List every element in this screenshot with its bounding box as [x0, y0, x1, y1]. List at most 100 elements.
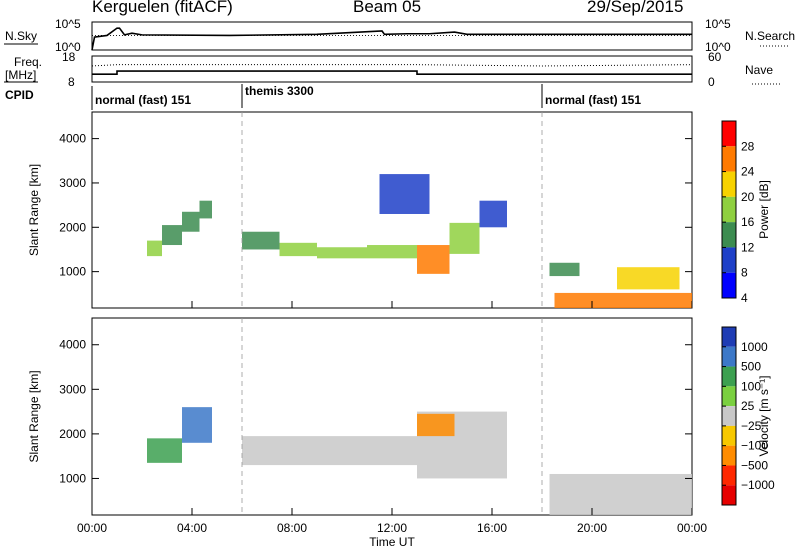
- freq-ytick-top: 18: [62, 50, 76, 64]
- velocity-xtick-label: 00:00: [677, 521, 707, 535]
- nave-line: [91, 64, 693, 67]
- header-beam: Beam 05: [353, 0, 421, 17]
- velocity-colorbar-block: [722, 346, 736, 367]
- power-data-cell: [162, 225, 182, 246]
- velocity-ytick-label: 3000: [59, 382, 86, 396]
- nave-ytick-top: 60: [708, 50, 722, 64]
- velocity-colorbar-block: [722, 366, 736, 387]
- power-data-cell: [242, 231, 280, 250]
- power-colorbar-label: 12: [741, 240, 755, 254]
- velocity-colorbar-block: [722, 406, 736, 426]
- velocity-colorbar-label: −25: [741, 419, 762, 433]
- velocity-xtick-label: 04:00: [177, 521, 207, 535]
- velocity-colorbar-block: [722, 386, 736, 407]
- power-data-cell: [367, 245, 417, 259]
- velocity-xtick-label: 20:00: [577, 521, 607, 535]
- velocity-colorbar-label: 100: [741, 379, 761, 393]
- nsearch-ytick-bottom: 10^0: [705, 40, 731, 54]
- velocity-colorbar-label: 1000: [741, 340, 768, 354]
- power-colorbar-title: Power [dB]: [757, 180, 771, 239]
- power-colorbar-label: 8: [741, 266, 748, 280]
- velocity-ylabel: Slant Range [km]: [27, 370, 41, 462]
- power-ytick-label: 4000: [59, 132, 86, 146]
- freq-label-1: Freq.: [14, 55, 42, 69]
- nsky-frame: [91, 21, 693, 51]
- velocity-ytick-label: 4000: [59, 338, 86, 352]
- nsky-line: [91, 27, 692, 51]
- nsky-ytick-bottom: 10^0: [55, 40, 81, 54]
- power-ytick-label: 2000: [59, 220, 86, 234]
- nsky-ytick-top: 10^5: [55, 17, 81, 31]
- freq-ytick-bottom: 8: [68, 75, 75, 89]
- power-data-cell: [449, 222, 480, 254]
- cpid-label: CPID: [5, 88, 34, 102]
- power-colorbar-block: [722, 222, 736, 248]
- header-beam-text: Beam 05: [353, 0, 422, 16]
- cpid-segment-label: themis 3300: [245, 84, 314, 98]
- velocity-colorbar-frame: [721, 326, 737, 506]
- velocity-panel: 1000 2000 3000 4000 Slant Range [km] 1000 500 1…: [27, 317, 775, 549]
- power-data-cell: [479, 200, 507, 228]
- velocity-colorbar-label: −500: [741, 458, 768, 472]
- nsearch-label: N.Search: [745, 29, 795, 43]
- power-ytick-label: 1000: [59, 265, 86, 279]
- power-colorbar-block: [722, 121, 736, 147]
- freq-line: [92, 70, 692, 75]
- power-panel: 1000 2000 3000 4000 Slant Range [km] 28 24 20 16…: [27, 111, 771, 309]
- header-station-text: Kerguelen (fitACF): [92, 0, 233, 16]
- power-data-cell: [417, 245, 450, 274]
- velocity-ytick-label: 2000: [59, 427, 86, 441]
- power-data-cell: [617, 267, 680, 290]
- velocity-data-cell: [242, 436, 417, 466]
- power-data-cell: [279, 242, 317, 257]
- power-ylabel: Slant Range [km]: [27, 164, 41, 256]
- power-data-cell: [147, 240, 162, 257]
- nave-ytick-bottom: 0: [708, 75, 715, 89]
- power-ytick-label: 3000: [59, 176, 86, 190]
- cpid-segment-label: normal (fast) 151: [95, 93, 191, 107]
- velocity-data-cell: [549, 473, 692, 515]
- velocity-xtick-label: 08:00: [277, 521, 307, 535]
- power-colorbar-label: 16: [741, 215, 755, 229]
- velocity-data-cell: [147, 438, 182, 463]
- nsky-label: N.Sky: [5, 29, 37, 43]
- cpid-segment-label: normal (fast) 151: [545, 93, 641, 107]
- velocity-colorbar-block: [722, 445, 736, 466]
- velocity-colorbar-block: [722, 425, 736, 446]
- velocity-xtick-label: 00:00: [77, 521, 107, 535]
- power-colorbar-label: 20: [741, 190, 755, 204]
- velocity-colorbar-label: 25: [741, 399, 755, 413]
- velocity-colorbar-label: −100: [741, 439, 768, 453]
- velocity-ytick-label: 1000: [59, 471, 86, 485]
- power-colorbar-block: [722, 196, 736, 223]
- power-data-cell: [199, 200, 212, 219]
- nsky-panel: 10^5 10^0 10^5 10^0 N.Sky N.Search: [4, 17, 795, 54]
- power-data-cell: [549, 262, 580, 277]
- velocity-colorbar-block: [722, 327, 736, 347]
- freq-panel: 18 8 60 0 Freq.[MHz] Nave: [4, 50, 780, 89]
- nsearch-ytick-top: 10^5: [705, 17, 731, 31]
- cpid-panel: CPID normal (fast) 151 themis 3300 normal (…: [5, 84, 641, 110]
- header-station: Kerguelen (fitACF): [92, 0, 233, 17]
- header-date: 29/Sep/2015: [587, 0, 683, 17]
- velocity-data-cell: [417, 413, 455, 437]
- velocity-xtick-label: 12:00: [377, 521, 407, 535]
- power-colorbar-block: [722, 247, 736, 273]
- freq-label-2: [MHz]: [5, 68, 36, 82]
- nave-label: Nave: [745, 63, 773, 77]
- power-colorbar-label: 24: [741, 165, 755, 179]
- power-colorbar-block: [722, 146, 736, 172]
- velocity-xtick-label: 16:00: [477, 521, 507, 535]
- power-data-cell: [379, 174, 430, 214]
- power-colorbar-frame: [721, 120, 737, 299]
- power-data-cell: [317, 247, 367, 259]
- power-colorbar-block: [722, 272, 736, 298]
- velocity-xlabel: Time UT: [369, 535, 415, 549]
- freq-frame: [91, 55, 693, 83]
- velocity-colorbar-label: 500: [741, 360, 761, 374]
- velocity-colorbar-label: −1000: [741, 478, 775, 492]
- velocity-colorbar-block: [722, 465, 736, 486]
- velocity-data-cell: [182, 407, 212, 443]
- velocity-colorbar-title: Velocity [m s⁻¹]: [757, 375, 771, 456]
